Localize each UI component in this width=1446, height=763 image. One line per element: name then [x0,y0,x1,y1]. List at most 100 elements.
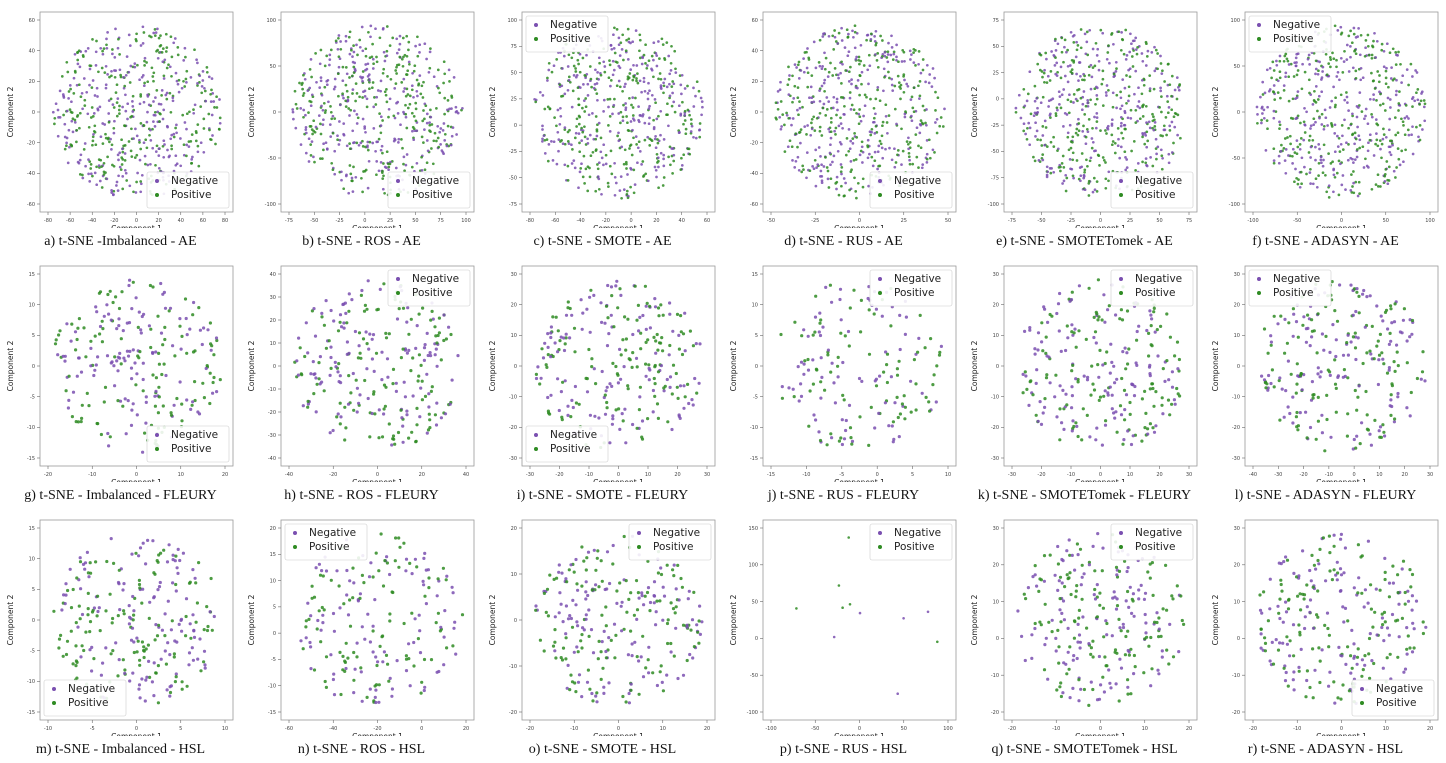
scatter-point [840,442,844,447]
scatter-point [149,162,152,166]
scatter-point [609,313,613,317]
scatter-point [143,431,147,435]
scatter-point [357,143,361,147]
scatter-point [553,341,557,345]
scatter-point [571,405,575,410]
scatter-point [1070,290,1074,294]
scatter-point [873,132,877,135]
scatter-point [670,85,674,88]
scatter-point [1299,121,1302,125]
scatter-point [887,41,890,45]
scatter-point [898,313,902,317]
scatter-point [338,401,342,405]
scatter-point [428,121,431,124]
scatter-point [1118,317,1122,321]
scatter-point [1083,32,1087,36]
scatter-point [680,73,684,77]
scatter-point [652,127,656,131]
scatter-point [1358,91,1362,94]
scatter-point [351,179,354,183]
x-tick-label: 30 [1186,472,1192,478]
scatter-point [1159,148,1163,152]
scatter-point [311,132,314,136]
legend-label: Positive [550,33,590,45]
scatter-point [585,307,589,311]
scatter-point [651,388,655,393]
scatter-point [571,89,575,93]
scatter-point [1043,307,1047,311]
scatter-point [1130,149,1133,153]
scatter-point [609,285,614,289]
scatter-point [156,48,159,52]
scatter-point [1043,397,1047,401]
scatter-point [60,75,64,78]
scatter-point [1353,142,1356,146]
scatter-point [541,94,545,97]
scatter-point [885,380,889,385]
scatter-point [1179,136,1182,140]
scatter-point [1269,340,1273,344]
scatter-point [628,147,631,150]
scatter-point [320,93,324,97]
scatter-point [1423,379,1427,383]
scatter-point [1299,170,1303,174]
scatter-point [667,155,670,159]
scatter-point [359,356,363,360]
scatter-point [607,332,611,336]
scatter-point [876,52,880,55]
scatter-point [541,137,544,141]
scatter-point [394,389,398,393]
scatter-point [200,91,204,95]
y-tick-label: -10 [27,425,35,431]
scatter-point [125,55,129,58]
scatter-point [1309,182,1312,185]
x-tick-label: 0 [376,472,379,478]
scatter-point [846,54,850,58]
scatter-point [1044,335,1048,339]
scatter-point [797,77,801,80]
scatter-point [1368,432,1372,436]
panel-caption: a) t-SNE -Imbalanced - AE [44,234,197,249]
scatter-point [1021,372,1025,376]
scatter-point [655,402,660,406]
scatter-point [70,415,74,419]
y-axis-label: Component 2 [1211,340,1220,391]
scatter-point [1372,98,1376,101]
scatter-point [1337,136,1341,140]
scatter-point [861,185,865,189]
scatter-point [1309,167,1312,171]
scatter-point [69,110,73,114]
scatter-point [1320,161,1323,165]
scatter-point [1149,324,1153,328]
scatter-point [567,78,571,82]
scatter-point [112,364,116,368]
scatter-point [1151,164,1155,168]
scatter-point [1266,127,1269,131]
scatter-point [1072,93,1076,96]
scatter-point [168,65,172,69]
scatter-point [1170,402,1174,406]
scatter-point [1062,88,1066,91]
scatter-point [693,376,697,381]
x-tick-label: -25 [335,218,343,224]
scatter-point [819,356,823,360]
scatter-point [1312,51,1316,55]
scatter-point [148,133,151,137]
scatter-point [1054,49,1058,52]
scatter-point [1035,129,1039,133]
legend [869,269,953,307]
scatter-point [1316,72,1320,76]
scatter-point [1022,129,1026,133]
scatter-point [176,82,180,86]
scatter-point [562,54,566,58]
scatter-point [659,109,663,113]
scatter-point [348,52,352,56]
scatter-point [1014,110,1018,114]
scatter-point [370,357,374,361]
scatter-point [783,150,787,153]
legend-marker [155,193,159,197]
scatter-point [886,60,890,64]
scatter-point [1022,87,1026,91]
scatter-point [452,76,456,79]
scatter-point [374,103,378,106]
